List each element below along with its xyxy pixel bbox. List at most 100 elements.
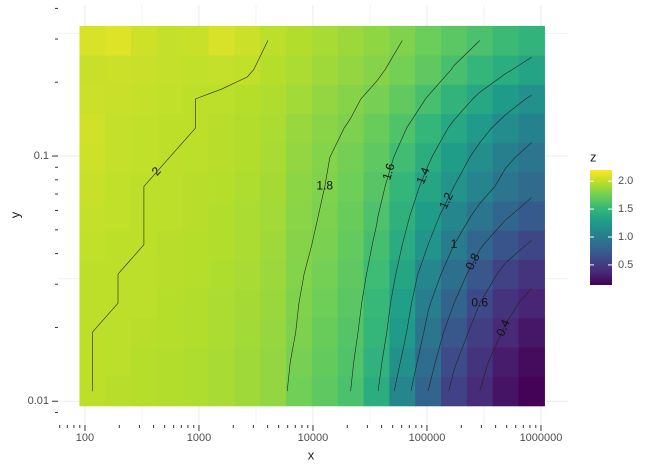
y-tick-label: 0.1: [34, 150, 49, 162]
tile: [208, 113, 235, 144]
contour-label: 0.8: [463, 251, 483, 273]
tile: [234, 201, 261, 231]
tile: [337, 201, 365, 231]
tile: [441, 25, 468, 56]
tile: [311, 259, 339, 290]
tile: [441, 376, 468, 407]
tile: [337, 84, 365, 114]
y-axis-title: y: [7, 211, 22, 218]
tile: [311, 317, 339, 348]
tile: [286, 25, 313, 56]
tile: [311, 288, 339, 319]
tile: [234, 230, 261, 260]
tile: [389, 113, 416, 144]
tile: [466, 113, 494, 144]
tile: [441, 113, 468, 144]
tile: [441, 317, 468, 348]
contour-line: [377, 56, 532, 392]
tile: [441, 142, 468, 173]
tile: [518, 376, 545, 407]
tile: [260, 142, 287, 173]
tile: [130, 259, 158, 290]
contour-label: 0.6: [471, 295, 488, 309]
tile: [156, 113, 184, 144]
tile: [105, 317, 132, 348]
tile: [234, 113, 261, 144]
tile: [79, 142, 106, 173]
tile: [182, 25, 209, 56]
tile: [466, 230, 494, 260]
tile: [182, 113, 209, 144]
tile: [208, 201, 235, 231]
contour-line: [286, 40, 403, 392]
tile: [260, 171, 287, 202]
tile: [260, 259, 287, 290]
tile: [156, 346, 184, 377]
tile: [208, 171, 235, 202]
tile: [337, 55, 365, 85]
tile: [208, 25, 235, 56]
tile: [105, 84, 132, 114]
tile: [415, 55, 442, 85]
tile: [389, 201, 416, 231]
tile: [415, 25, 442, 56]
tile: [363, 55, 390, 85]
tile: [286, 142, 313, 173]
tile: [260, 288, 287, 319]
tile: [234, 171, 261, 202]
tile: [389, 84, 416, 114]
tile: [208, 288, 235, 319]
tile: [182, 288, 209, 319]
tile: [105, 376, 132, 407]
tile: [518, 346, 545, 377]
tile: [234, 317, 261, 348]
tile: [260, 84, 287, 114]
tile: [363, 346, 390, 377]
tile: [492, 288, 520, 319]
contour-line: [427, 197, 532, 392]
tile: [363, 376, 390, 407]
tile: [466, 317, 494, 348]
x-tick-label: 100000: [409, 432, 446, 444]
tile: [208, 84, 235, 114]
tile: [415, 230, 442, 260]
tile: [105, 142, 132, 173]
tile: [79, 288, 106, 319]
tile: [234, 55, 261, 85]
tile: [466, 288, 494, 319]
tile: [415, 376, 442, 407]
tile: [466, 171, 494, 202]
colorbar-label: 2.0: [618, 175, 633, 187]
colorbar-label: 1.5: [618, 203, 633, 215]
tile: [518, 201, 545, 231]
tile: [286, 230, 313, 260]
tile: [286, 55, 313, 85]
tile: [363, 113, 390, 144]
tile: [311, 55, 339, 85]
tile: [130, 376, 158, 407]
tile: [105, 259, 132, 290]
tile: [363, 171, 390, 202]
tile: [337, 376, 365, 407]
tile: [441, 55, 468, 85]
contour-label: 1.2: [436, 190, 456, 211]
tile: [105, 201, 132, 231]
tile: [130, 317, 158, 348]
tile: [337, 142, 365, 173]
tile: [156, 230, 184, 260]
tile: [286, 84, 313, 114]
tile: [518, 317, 545, 348]
tile: [466, 84, 494, 114]
contour-label: 1.4: [413, 165, 432, 186]
y-tick-label: 0.01: [28, 395, 49, 407]
tile: [415, 288, 442, 319]
tile: [79, 230, 106, 260]
tile: [208, 142, 235, 173]
tile: [182, 142, 209, 173]
contour-label: 1.8: [316, 179, 333, 193]
contour-line: [393, 94, 532, 392]
tile: [518, 113, 545, 144]
contour-line: [350, 40, 481, 392]
tile: [156, 171, 184, 202]
tile: [337, 230, 365, 260]
